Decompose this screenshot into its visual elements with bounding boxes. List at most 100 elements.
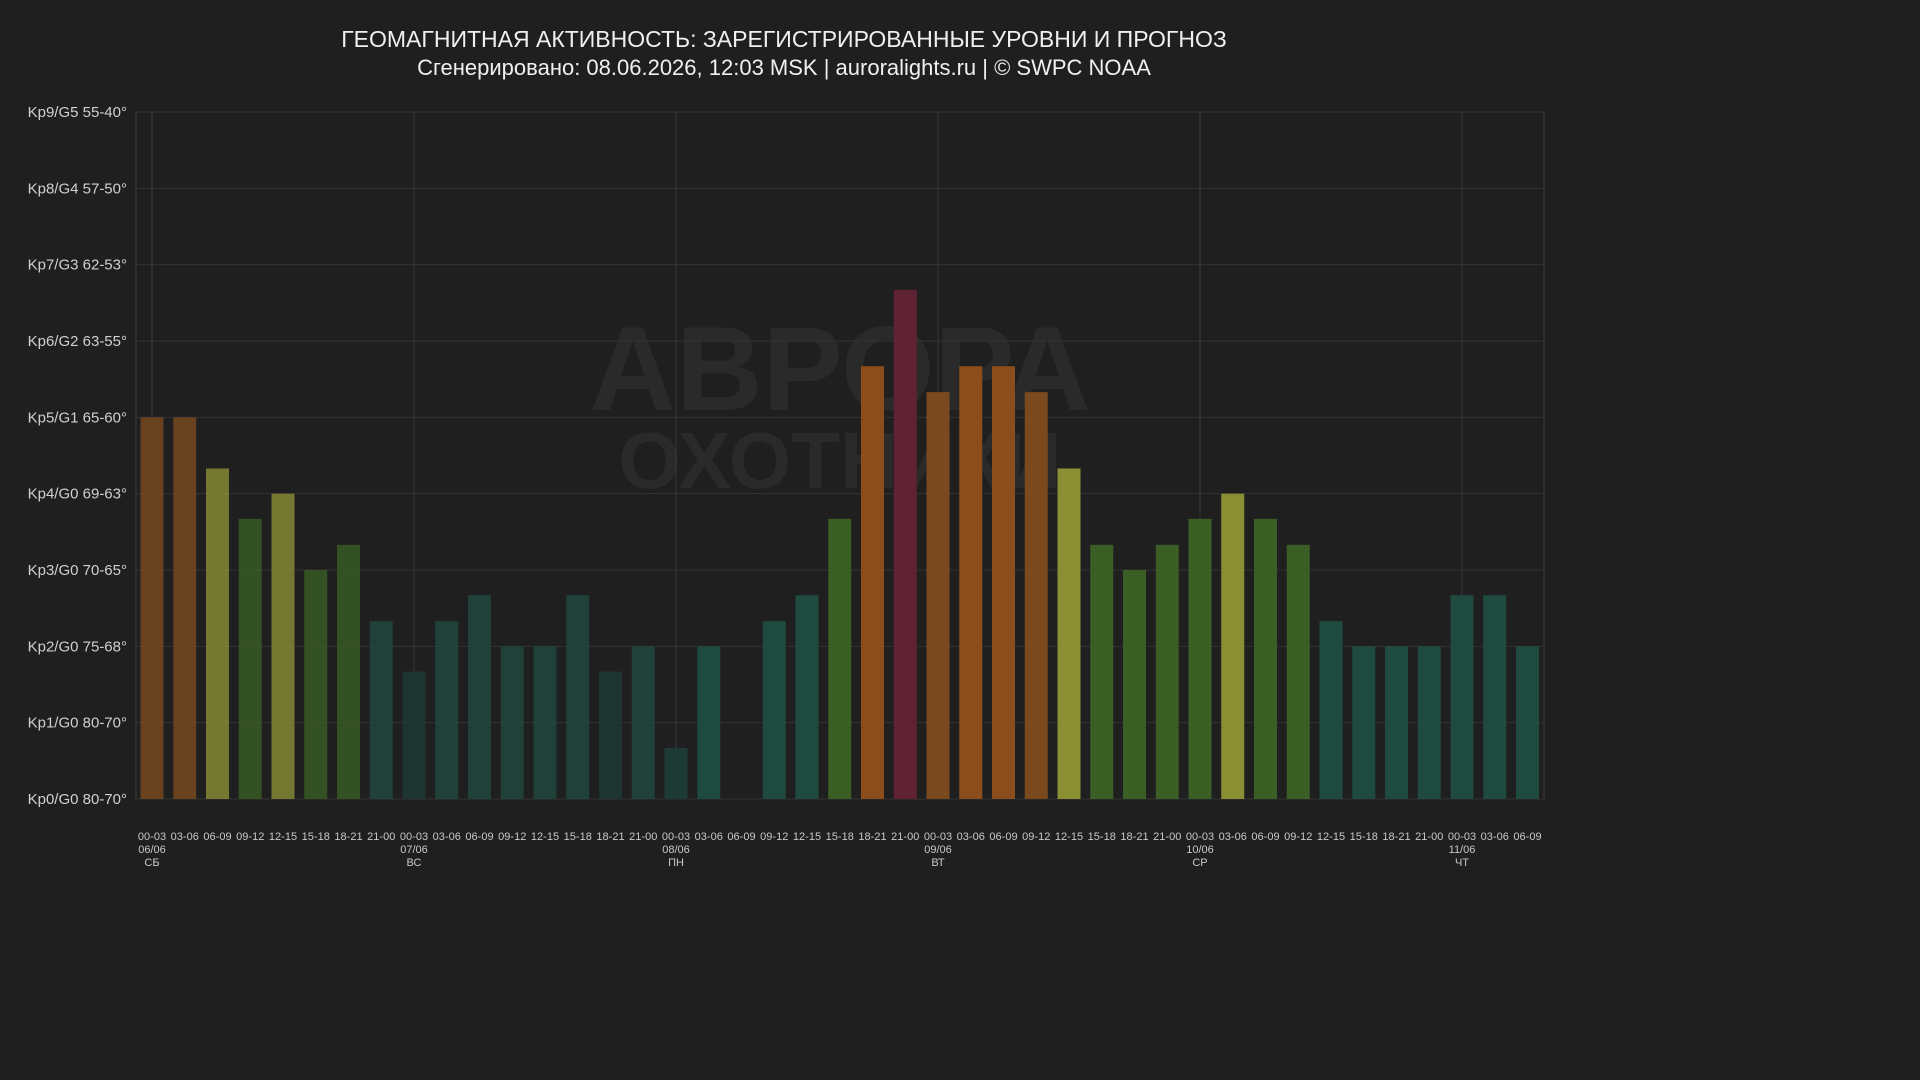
kp-bar — [337, 544, 360, 799]
y-tick-label: Kp9/G5 55-40° — [28, 104, 127, 121]
kp-bar — [468, 595, 491, 799]
y-tick-label: Kp8/G4 57-50° — [28, 180, 127, 197]
x-tick-label: 15-18 — [1088, 831, 1116, 843]
x-tick-label: 00-03 — [400, 831, 428, 843]
x-tick-label: 00-03 — [138, 831, 166, 843]
kp-bar — [1024, 392, 1048, 799]
x-tick-label: 12-15 — [1317, 831, 1345, 843]
watermark-line2: ОХОТНИКИ — [618, 416, 1061, 505]
day-date-label: 09/06 — [924, 844, 952, 856]
x-tick-label: 09-12 — [760, 831, 788, 843]
y-axis-labels: Kp0/G0 80-70° Kp1/G0 80-70° Kp2/G0 75-68° K… — [28, 104, 127, 808]
x-tick-label: 15-18 — [564, 831, 592, 843]
x-tick-label: 06-09 — [989, 831, 1017, 843]
kp-bar — [1417, 646, 1441, 799]
kp-bar — [631, 646, 655, 799]
x-tick-label: 15-18 — [826, 831, 854, 843]
x-tick-label: 21-00 — [367, 831, 395, 843]
x-tick-label: 15-18 — [1350, 831, 1378, 843]
kp-bar — [762, 621, 786, 799]
x-tick-label: 06-09 — [1251, 831, 1279, 843]
day-weekday-label: ЧТ — [1455, 857, 1469, 869]
x-tick-label: 09-12 — [1022, 831, 1050, 843]
day-date-label: 07/06 — [400, 844, 428, 856]
x-tick-label: 12-15 — [1055, 831, 1083, 843]
kp-bar — [271, 493, 295, 799]
kp-bar — [566, 595, 590, 799]
x-tick-label: 21-00 — [629, 831, 657, 843]
kp-bar — [1155, 544, 1179, 799]
x-tick-label: 03-06 — [695, 831, 723, 843]
kp-bar — [304, 570, 328, 799]
x-tick-label: 18-21 — [596, 831, 624, 843]
day-weekday-label: СБ — [144, 857, 159, 869]
kp-bar — [369, 621, 393, 799]
x-tick-label: 03-06 — [957, 831, 985, 843]
y-tick-label: Kp7/G3 62-53° — [28, 257, 127, 274]
bars — [140, 289, 1539, 799]
day-date-label: 10/06 — [1186, 844, 1214, 856]
kp-bar — [1385, 646, 1408, 799]
kp-bar-chart: АВРОРА ОХОТНИКИ Kp0/G0 80-70° Kp1/G0 80-7… — [28, 104, 1545, 869]
chart-subtitle: Сгенерировано: 08.06.2026, 12:03 MSK | a… — [417, 55, 1151, 80]
x-tick-label: 12-15 — [269, 831, 297, 843]
x-tick-label: 06-09 — [465, 831, 493, 843]
kp-bar — [795, 595, 819, 799]
kp-bar — [893, 289, 917, 799]
y-tick-label: Kp6/G2 63-55° — [28, 333, 127, 350]
x-tick-label: 18-21 — [858, 831, 886, 843]
kp-bar — [1057, 468, 1081, 799]
kp-bar — [1188, 518, 1212, 799]
kp-bar — [861, 366, 884, 799]
kp-bar — [140, 417, 164, 799]
x-tick-label: 21-00 — [1415, 831, 1443, 843]
kp-bar — [1221, 493, 1245, 799]
kp-bar — [206, 468, 229, 799]
kp-bar — [992, 366, 1015, 799]
x-tick-label: 03-06 — [1219, 831, 1247, 843]
kp-bar — [1090, 544, 1114, 799]
kp-bar — [599, 671, 622, 799]
chart-title: ГЕОМАГНИТНАЯ АКТИВНОСТЬ: ЗАРЕГИСТРИРОВАН… — [341, 26, 1227, 52]
day-weekday-label: ВТ — [931, 857, 945, 869]
kp-bar — [435, 621, 459, 799]
x-tick-label: 18-21 — [334, 831, 362, 843]
kp-bar — [1450, 595, 1474, 799]
x-tick-label: 06-09 — [203, 831, 231, 843]
x-tick-label: 15-18 — [302, 831, 330, 843]
x-tick-label: 09-12 — [498, 831, 526, 843]
y-tick-label: Kp5/G1 65-60° — [28, 409, 127, 426]
y-tick-label: Kp3/G0 70-65° — [28, 562, 127, 579]
kp-bar — [173, 417, 197, 799]
day-weekday-label: ПН — [668, 857, 684, 869]
kp-bar — [1352, 646, 1376, 799]
day-date-label: 11/06 — [1449, 844, 1476, 856]
x-tick-label: 18-21 — [1382, 831, 1410, 843]
x-tick-label: 21-00 — [1153, 831, 1181, 843]
x-tick-label: 03-06 — [433, 831, 461, 843]
x-tick-label: 18-21 — [1120, 831, 1148, 843]
x-tick-label: 09-12 — [236, 831, 264, 843]
x-tick-label: 00-03 — [924, 831, 952, 843]
kp-bar — [664, 747, 688, 799]
kp-bar — [1254, 518, 1277, 799]
watermark: АВРОРА ОХОТНИКИ — [589, 302, 1090, 505]
kp-bar — [697, 646, 721, 799]
x-tick-label: 00-03 — [1448, 831, 1476, 843]
kp-bar — [500, 646, 524, 799]
kp-bar — [1319, 621, 1343, 799]
y-tick-label: Kp0/G0 80-70° — [28, 791, 127, 808]
kp-bar — [926, 392, 950, 799]
x-axis-labels: 00-03 03-06 06-09 09-12 12-15 15-18 18-21 21-00… — [138, 831, 1542, 869]
kp-bar — [1483, 595, 1507, 799]
x-tick-label: 09-12 — [1284, 831, 1312, 843]
y-tick-label: Kp4/G0 69-63° — [28, 486, 127, 503]
x-tick-label: 12-15 — [531, 831, 559, 843]
day-date-label: 08/06 — [662, 844, 690, 856]
x-tick-label: 21-00 — [891, 831, 919, 843]
kp-bar — [1516, 646, 1539, 799]
y-tick-label: Kp2/G0 75-68° — [28, 638, 127, 655]
day-weekday-label: ВС — [407, 857, 422, 869]
x-tick-label: 03-06 — [171, 831, 199, 843]
kp-bar — [1286, 544, 1310, 799]
